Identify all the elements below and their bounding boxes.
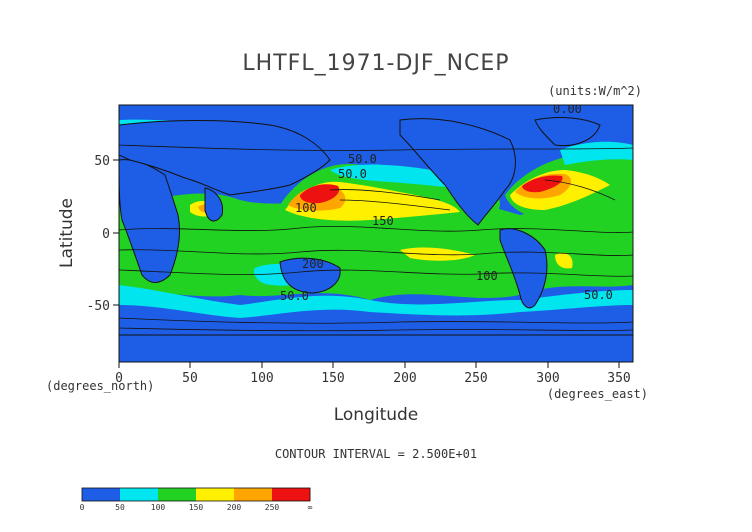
x-tick-label: 300 — [536, 371, 559, 386]
colorbar-swatch — [272, 488, 292, 501]
south-atlantic-yellow — [555, 253, 573, 269]
gulf-stream-red — [522, 175, 563, 193]
contour-label: 50.0 — [338, 167, 367, 181]
y-tick-label: 50 — [94, 154, 110, 169]
contour-label: 50.0 — [584, 288, 613, 302]
x-tick-label: 50 — [182, 371, 198, 386]
map-title: LHTFL_1971-DJF_NCEP — [242, 51, 509, 76]
y-axis: 50 0 -50 — [87, 154, 119, 314]
x-tick-label: 150 — [321, 371, 344, 386]
southern-cyan-belt — [119, 285, 633, 318]
colorbar-swatch — [82, 488, 102, 501]
colorbar-swatch — [215, 488, 235, 501]
colorbar-labels: 0 50 100 150 200 250 ∞ — [80, 503, 313, 512]
colorbar — [81, 487, 311, 502]
x-tick-label: 100 — [250, 371, 273, 386]
contour-value-labels: 0.00 50.0 50.0 100 150 200 50.0 100 50.0 — [280, 102, 613, 303]
y-tick-label: 0 — [102, 227, 110, 242]
colorbar-swatch — [177, 488, 197, 501]
kuroshio-red — [300, 184, 340, 204]
colorbar-frame — [81, 487, 311, 502]
x-tick-label: 200 — [393, 371, 416, 386]
land-masses — [119, 117, 633, 362]
colorbar-label: 200 — [227, 503, 242, 512]
africa-land — [119, 159, 181, 283]
colorbar-label: 150 — [189, 503, 204, 512]
colorbar-swatch — [291, 488, 311, 501]
contour-label: 50.0 — [348, 152, 377, 166]
contour-label: 100 — [476, 269, 498, 283]
eurasia-land — [119, 119, 331, 196]
x-tick-label: 0 — [115, 371, 123, 386]
y-unit-note: (degrees_north) — [46, 379, 154, 393]
x-axis-label: Longitude — [334, 405, 419, 425]
contour-label: 150 — [372, 214, 394, 228]
contour-interval-text: CONTOUR INTERVAL = 2.500E+01 — [275, 447, 477, 461]
colorbar-swatch — [158, 488, 178, 501]
contour-lines — [119, 144, 633, 332]
contour-label: 0.00 — [553, 102, 582, 116]
south-america-land — [499, 228, 548, 309]
antarctica-land — [119, 334, 633, 362]
units-label: (units:W/m^2) — [548, 84, 642, 98]
y-axis-label: Latitude — [57, 198, 77, 268]
y-tick-label: -50 — [87, 299, 110, 314]
colorbar-swatch — [253, 488, 273, 501]
x-axis: 0 50 100 150 200 250 300 350 — [115, 362, 631, 386]
colorbar-label: 0 — [80, 503, 85, 512]
north-america-land — [399, 118, 516, 226]
north-atlantic-cyan — [560, 141, 633, 165]
colorbar-swatch — [234, 488, 254, 501]
greenland-land — [534, 117, 601, 147]
colorbar-label: 50 — [115, 503, 125, 512]
x-tick-label: 350 — [607, 371, 630, 386]
colorbar-swatch — [139, 488, 159, 501]
contour-label: 200 — [302, 257, 324, 271]
colorbar-swatch — [196, 488, 216, 501]
australia-land — [279, 257, 341, 294]
flux-field: 0.00 50.0 50.0 100 150 200 50.0 100 50.0 — [119, 102, 633, 362]
contour-label: 50.0 — [280, 289, 309, 303]
x-tick-label: 250 — [464, 371, 487, 386]
x-unit-note: (degrees_east) — [547, 387, 648, 401]
colorbar-swatch — [101, 488, 121, 501]
contour-label: 100 — [295, 201, 317, 215]
colorbar-swatch — [120, 488, 140, 501]
colorbar-label: 100 — [151, 503, 166, 512]
colorbar-label: ∞ — [308, 503, 313, 512]
colorbar-label: 250 — [265, 503, 280, 512]
india-land — [204, 187, 224, 222]
